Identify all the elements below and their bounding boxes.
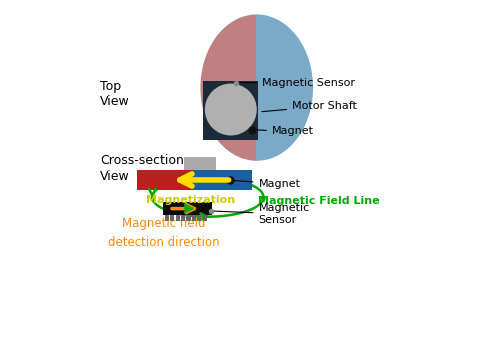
Bar — [164, 215, 169, 221]
Bar — [164, 202, 212, 215]
Bar — [192, 215, 196, 221]
Bar — [192, 170, 252, 190]
Polygon shape — [201, 15, 256, 160]
Text: Magnetic
Sensor: Magnetic Sensor — [214, 203, 310, 225]
Bar — [186, 215, 190, 221]
Text: Magnetization: Magnetization — [146, 195, 236, 205]
Text: Top
View: Top View — [100, 80, 130, 109]
Bar — [184, 157, 216, 170]
Bar — [137, 170, 192, 190]
Bar — [176, 215, 180, 221]
Bar — [203, 215, 207, 221]
Text: Cross-section
View: Cross-section View — [100, 154, 184, 183]
Bar — [198, 215, 202, 221]
Text: Magnet: Magnet — [254, 126, 314, 136]
Bar — [170, 215, 174, 221]
Text: Magnet: Magnet — [232, 179, 300, 189]
Circle shape — [206, 84, 256, 135]
Text: Motor Shaft: Motor Shaft — [262, 101, 357, 112]
Text: Magnetic Field Line: Magnetic Field Line — [258, 195, 380, 206]
Polygon shape — [256, 15, 312, 160]
Text: Magnetic Sensor: Magnetic Sensor — [238, 78, 355, 88]
Bar — [181, 215, 185, 221]
Text: Magnetic field
detection direction: Magnetic field detection direction — [108, 217, 220, 249]
Bar — [203, 81, 258, 140]
